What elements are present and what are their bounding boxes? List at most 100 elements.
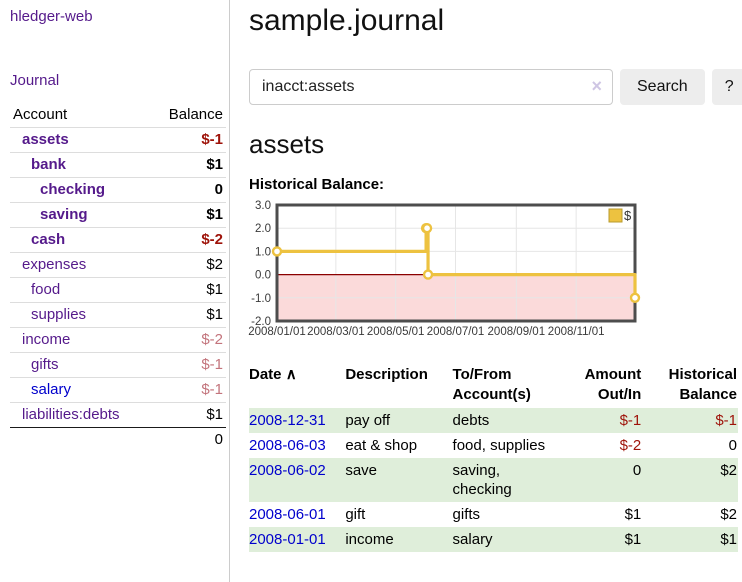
search-button[interactable]: Search [620, 69, 705, 105]
chart-x-tick-label: 2008/01/01 [248, 326, 306, 338]
account-link[interactable]: liabilities:debts [22, 406, 120, 423]
chart-y-tick-label: 0.0 [255, 270, 271, 282]
account-row: food $1 [10, 277, 226, 303]
account-row: salary $-1 [10, 377, 226, 403]
account-balance: $1 [149, 302, 226, 328]
account-row: assets $-1 [10, 127, 226, 153]
sidebar: hledger-web Journal Account Balance asse… [0, 0, 230, 582]
transaction-date-cell: 2008-06-02 [249, 458, 345, 502]
account-link[interactable]: income [22, 331, 71, 348]
transaction-accounts: debts [452, 412, 490, 429]
transaction-description: income [345, 531, 394, 548]
transaction-amount: $-2 [619, 437, 642, 454]
account-link[interactable]: saving [40, 206, 88, 223]
transaction-date-cell: 2008-06-03 [249, 433, 345, 458]
account-cell: cash [10, 227, 150, 253]
account-row: supplies $1 [10, 302, 226, 328]
transaction-balance: 0 [728, 437, 737, 454]
account-balance: $1 [149, 202, 226, 228]
account-link[interactable]: assets [22, 131, 69, 148]
chart-legend-swatch [608, 208, 623, 223]
account-balance: $-1 [149, 352, 226, 378]
account-link[interactable]: checking [40, 181, 106, 198]
transaction-date-link[interactable]: 2008-06-01 [249, 506, 326, 523]
page-title: sample.journal [249, 4, 445, 37]
transaction-amount: $1 [624, 531, 642, 548]
transaction-balance: $2 [720, 462, 737, 479]
account-link[interactable]: food [31, 281, 61, 298]
register-header-accounts: To/From Account(s) [452, 366, 531, 403]
search-input[interactable] [249, 69, 613, 105]
accounts-header-balance: Balance [168, 106, 223, 123]
transaction-amount: $-1 [619, 412, 642, 429]
account-link[interactable]: supplies [31, 306, 87, 323]
transaction-accounts: salary [452, 531, 493, 548]
register-table: Date ∧ Description To/From Account(s) Am… [249, 363, 738, 552]
account-row: checking 0 [10, 177, 226, 203]
account-balance: $-1 [149, 377, 226, 403]
account-link[interactable]: bank [31, 156, 67, 173]
chart-x-tick-label: 2008/05/01 [367, 326, 425, 338]
historical-balance-chart[interactable]: $3.0 2.0 1.0 0.0 -1.0 -2.0 2008/01/01 2008/03/0… [248, 200, 742, 346]
account-cell: supplies [10, 302, 150, 328]
account-row: liabilities:debts $1 [10, 402, 226, 428]
accounts-table: Account Balance assets $-1 bank $1 check… [10, 103, 226, 452]
register-row: 2008-06-03 eat & shop food, supplies $-2… [249, 433, 738, 458]
account-link[interactable]: expenses [22, 256, 87, 273]
transaction-description: pay off [345, 412, 391, 429]
account-cell: bank [10, 152, 150, 178]
chart-y-tick-label: -2.0 [251, 316, 271, 328]
chart-data-point [421, 223, 433, 234]
transaction-balance: $1 [720, 531, 737, 548]
account-balance: $2 [149, 252, 226, 278]
accounts-header-account: Account [13, 106, 68, 123]
transaction-balance: $2 [720, 506, 737, 523]
account-link[interactable]: cash [31, 231, 66, 248]
brand-link[interactable]: hledger-web [10, 8, 93, 25]
account-balance: $1 [149, 402, 226, 428]
chart-x-tick-label: 2008/07/01 [427, 326, 485, 338]
chart-data-point [629, 292, 641, 304]
register-row: 2008-06-02 save saving, checking 0 $2 [249, 458, 738, 502]
register-row: 2008-12-31 pay off debts $-1 $-1 [249, 408, 738, 433]
account-heading: assets [249, 129, 325, 159]
transaction-date-link[interactable]: 2008-06-02 [249, 462, 326, 479]
account-row: bank $1 [10, 152, 226, 178]
transaction-date-link[interactable]: 2008-01-01 [249, 531, 326, 548]
transaction-date-cell: 2008-06-01 [249, 502, 345, 527]
account-row: saving $1 [10, 202, 226, 228]
transaction-description: save [345, 462, 378, 479]
search-box: × [249, 69, 613, 105]
account-link[interactable]: salary [31, 381, 72, 398]
search-form: × Search ? [249, 69, 742, 105]
sort-ascending-icon: ∧ [285, 366, 297, 383]
transaction-description: eat & shop [345, 437, 418, 454]
transaction-amount: 0 [632, 462, 642, 479]
register-header-date-label: Date [249, 366, 282, 383]
transaction-date-link[interactable]: 2008-12-31 [249, 412, 326, 429]
chart-y-tick-label: 2.0 [255, 223, 271, 235]
chart-legend-label: $ [624, 208, 632, 223]
account-link[interactable]: gifts [31, 356, 59, 373]
register-header-balance: Historical Balance [668, 366, 737, 403]
transaction-accounts: food, supplies [452, 437, 546, 454]
account-cell: salary [10, 377, 150, 403]
help-button[interactable]: ? [711, 69, 742, 105]
account-balance: $-2 [149, 227, 226, 253]
chart-data-point [271, 246, 283, 257]
account-row: expenses $2 [10, 252, 226, 278]
transaction-accounts: gifts [452, 506, 481, 523]
chart-x-tick-label: 2008/03/01 [307, 326, 365, 338]
account-row: gifts $-1 [10, 352, 226, 378]
register-header-date[interactable]: Date ∧ [249, 363, 345, 408]
clear-search-icon[interactable]: × [591, 76, 602, 96]
transaction-date-link[interactable]: 2008-06-03 [249, 437, 326, 454]
account-cell: liabilities:debts [10, 402, 150, 428]
chart-y-tick-label: 3.0 [255, 200, 271, 212]
nav-journal-link[interactable]: Journal [10, 72, 60, 89]
accounts-total-row: 0 [10, 427, 226, 452]
account-cell: expenses [10, 252, 150, 278]
chart-x-tick-label: 2008/09/01 [488, 326, 546, 338]
